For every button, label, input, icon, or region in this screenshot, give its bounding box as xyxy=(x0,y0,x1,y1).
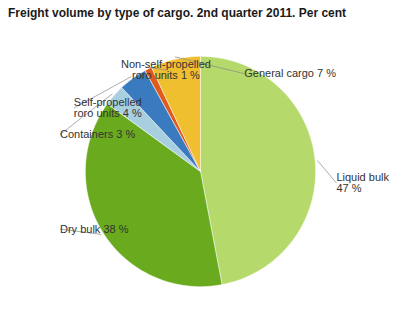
svg-text:Liquid bulk47 %: Liquid bulk47 % xyxy=(336,171,389,194)
svg-text:Dry bulk 38 %: Dry bulk 38 % xyxy=(60,223,129,235)
html-text:Freight volume by type of carg: Freight volume by type of cargo. 2nd qua… xyxy=(8,6,347,20)
svg-text:General cargo 7 %: General cargo 7 % xyxy=(244,68,336,80)
svg-text:Non-self-propelledroro units 1: Non-self-propelledroro units 1 % xyxy=(121,59,211,82)
svg-text:Self-propelledroro units 4 %: Self-propelledroro units 4 % xyxy=(74,97,142,120)
svg-text:Containers 3 %: Containers 3 % xyxy=(60,129,135,141)
